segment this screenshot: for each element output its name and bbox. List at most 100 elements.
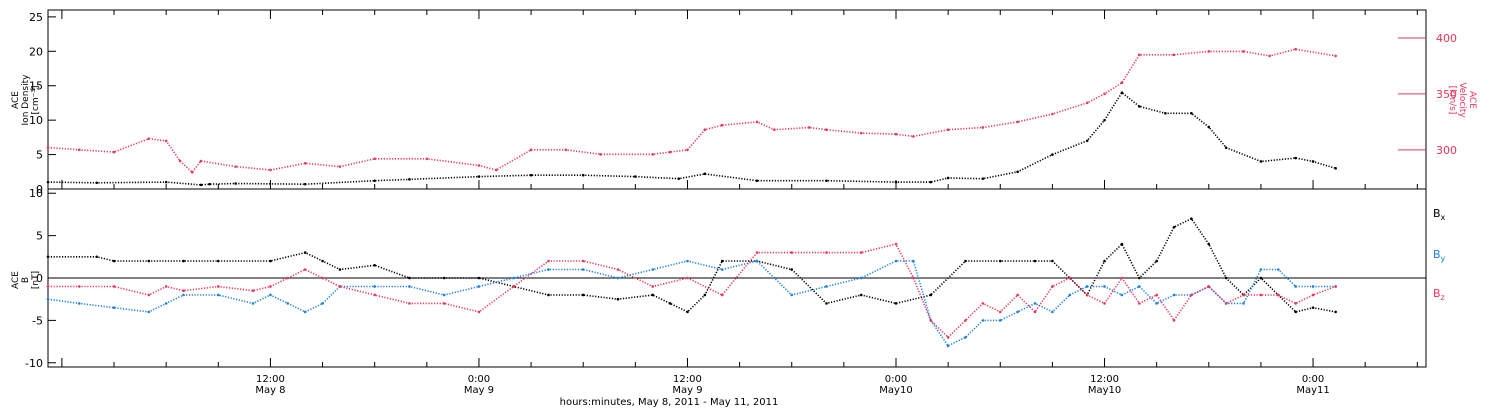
velocity-point — [373, 157, 376, 161]
data-series — [46, 47, 1337, 348]
by-point — [755, 259, 759, 263]
density-point — [1294, 156, 1297, 160]
bx-point — [1190, 217, 1193, 220]
bz-point — [1155, 293, 1158, 297]
density-point — [1311, 160, 1315, 163]
bx-point — [1224, 276, 1228, 280]
density-point — [164, 180, 168, 184]
by-point — [547, 268, 550, 271]
bz-point — [859, 251, 863, 254]
density-series — [47, 91, 1336, 186]
bottom-left-axis-label: ACE B [nT] — [11, 271, 41, 289]
bx-point — [321, 259, 324, 263]
bx-point — [859, 293, 863, 297]
density-tick-label: 15 — [29, 80, 43, 93]
bz-point — [755, 251, 759, 254]
velocity-point — [303, 161, 307, 165]
by-point — [477, 285, 481, 288]
bz-point — [790, 251, 794, 254]
top-left-label-3: [cm⁻³] — [31, 85, 41, 114]
velocity-point — [269, 168, 272, 172]
x-tick-time: 0:00 — [468, 374, 490, 385]
bx-point — [1334, 310, 1337, 314]
velocity-tick-label: 300 — [1436, 144, 1457, 157]
bz-point — [616, 268, 620, 271]
bx-series — [48, 217, 1336, 313]
density-point — [199, 183, 203, 187]
by-point — [182, 293, 185, 297]
bx-point — [929, 293, 933, 297]
by-point — [1120, 293, 1124, 297]
by-point — [1103, 285, 1106, 288]
bz-point — [269, 285, 272, 288]
velocity-point — [234, 165, 237, 168]
top-right-label-2: Velocity — [1457, 82, 1467, 118]
velocity-point — [112, 150, 116, 154]
density-tick-label: 0 — [36, 183, 43, 196]
bx-point — [668, 302, 672, 305]
bfield-tick-label: -10 — [25, 357, 43, 370]
bz-point — [1242, 293, 1245, 297]
bz-point — [1207, 285, 1211, 288]
velocity-point — [703, 128, 707, 132]
velocity-point — [912, 135, 915, 138]
velocity-point — [1207, 50, 1211, 53]
bx-point — [1103, 259, 1106, 263]
bz-point — [1311, 293, 1315, 297]
bfield-tick-label: 10 — [29, 187, 43, 200]
by-point — [998, 319, 1002, 322]
bx-point — [477, 276, 481, 280]
bz-point — [1294, 302, 1297, 305]
bx-point — [616, 297, 620, 301]
bz-point — [46, 285, 50, 288]
by-point — [686, 259, 689, 263]
velocity-point — [1103, 92, 1106, 96]
velocity-point — [651, 153, 655, 156]
bx-point — [269, 259, 272, 263]
density-point — [1085, 139, 1089, 143]
bx-point — [651, 293, 655, 297]
density-point — [894, 180, 898, 184]
by-point — [859, 276, 863, 280]
bx-point — [408, 276, 411, 280]
top-left-label-2: Ion Density — [21, 74, 31, 126]
bx-point — [703, 293, 707, 297]
velocity-point — [1334, 54, 1337, 58]
bz-point — [1068, 276, 1072, 280]
velocity-point — [77, 148, 81, 152]
density-point — [703, 172, 707, 176]
density-point — [1190, 111, 1193, 115]
by-point — [894, 259, 898, 263]
by-point — [1016, 310, 1019, 314]
bz-point — [477, 310, 481, 314]
bz-point — [251, 289, 255, 293]
by-point — [46, 297, 50, 301]
velocity-point — [46, 146, 50, 149]
top-panel-frame — [47, 9, 1427, 190]
bx-point — [1155, 259, 1158, 263]
x-tick-date: May11 — [1296, 385, 1329, 396]
bottom-left-label-3: [nT] — [31, 271, 41, 289]
density-tick-label: 20 — [29, 45, 43, 58]
velocity-point — [564, 148, 568, 152]
bz-point — [1103, 302, 1106, 305]
by-point — [77, 302, 81, 305]
bx-point — [825, 302, 828, 305]
velocity-point — [425, 157, 429, 161]
bz-point — [442, 302, 446, 305]
bx-point — [95, 255, 98, 259]
velocity-point — [946, 128, 950, 132]
bx-point — [1259, 276, 1263, 280]
bx-point — [1137, 276, 1141, 280]
velocity-point — [807, 126, 811, 129]
by-point — [1033, 302, 1037, 305]
by-point — [269, 293, 272, 297]
bz-point — [1085, 293, 1089, 297]
density-point — [825, 179, 828, 183]
bz-point — [894, 242, 898, 246]
by-point — [1172, 293, 1176, 297]
bx-point — [1294, 310, 1297, 314]
density-point — [208, 182, 211, 186]
density-point — [1207, 125, 1211, 129]
by-point — [303, 310, 307, 314]
